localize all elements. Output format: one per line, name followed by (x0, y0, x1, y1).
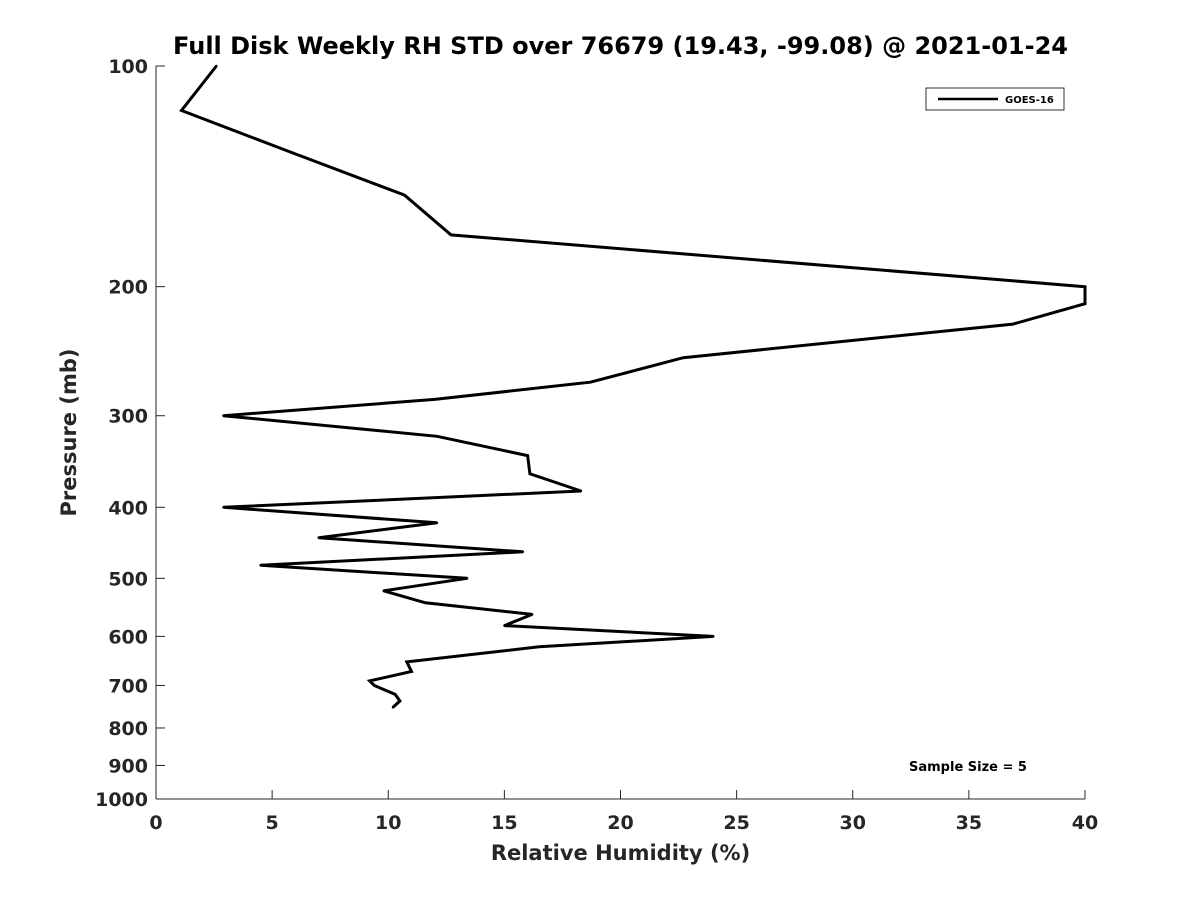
data-point (398, 699, 402, 703)
x-axis-label: Relative Humidity (%) (491, 841, 750, 865)
x-tick-label: 20 (607, 812, 633, 834)
data-point (466, 577, 469, 580)
data-point (222, 506, 225, 509)
chart-title: Full Disk Weekly RH STD over 76679 (19.4… (173, 32, 1068, 60)
data-point (403, 193, 406, 197)
data-point (433, 398, 436, 401)
y-axis-label: Pressure (mb) (57, 349, 81, 517)
data-point (1083, 302, 1087, 305)
x-tick-label: 35 (956, 812, 982, 834)
x-tick-label: 0 (149, 812, 162, 834)
y-tick-label: 700 (108, 675, 148, 697)
x-tick-label: 40 (1072, 812, 1098, 834)
data-point (259, 564, 262, 567)
y-tick-label: 1000 (95, 789, 148, 811)
data-point (531, 613, 534, 616)
x-tick-label: 15 (491, 812, 517, 834)
data-point (391, 706, 395, 709)
data-point (526, 454, 529, 457)
y-tick-label: 900 (108, 755, 148, 777)
data-point (424, 601, 427, 605)
data-point (538, 645, 541, 649)
data-point (1083, 285, 1087, 288)
x-tick-label: 5 (266, 812, 279, 834)
data-point (373, 684, 376, 687)
y-tick-label: 600 (108, 626, 148, 648)
data-point (180, 109, 183, 112)
data-point (282, 148, 285, 151)
data-point (368, 679, 371, 683)
data-point (579, 489, 583, 493)
x-tick-label: 10 (375, 812, 401, 834)
data-point (317, 536, 320, 539)
data-point (682, 356, 685, 359)
data-point (382, 589, 385, 593)
data-point (410, 670, 413, 673)
x-tick-label: 30 (840, 812, 866, 834)
data-point (215, 64, 218, 68)
data-point (712, 635, 715, 638)
legend-entry-goes-16: GOES-16 (1005, 95, 1054, 106)
y-tick-label: 300 (108, 406, 148, 428)
sample-size-annotation: Sample Size = 5 (909, 760, 1027, 775)
y-tick-label: 100 (108, 56, 148, 78)
y-tick-label: 500 (108, 568, 148, 590)
data-point (589, 380, 592, 384)
x-tick-label: 25 (723, 812, 749, 834)
data-point (1011, 322, 1015, 326)
data-point (435, 435, 439, 438)
data-point (528, 472, 532, 475)
data-point (394, 693, 397, 696)
data-point (449, 233, 453, 237)
y-tick-label: 400 (108, 497, 148, 519)
data-point (503, 624, 506, 627)
data-point (435, 521, 439, 525)
legend: GOES-16 (925, 87, 1065, 111)
y-tick-label: 200 (108, 277, 148, 299)
y-tick-label: 800 (108, 718, 148, 740)
data-point (222, 414, 225, 417)
data-point (521, 550, 525, 554)
data-point (405, 660, 409, 664)
plot-area: 0 5 10 15 20 25 30 35 40 100 200 300 400 500 600 700 800… (95, 56, 1098, 834)
